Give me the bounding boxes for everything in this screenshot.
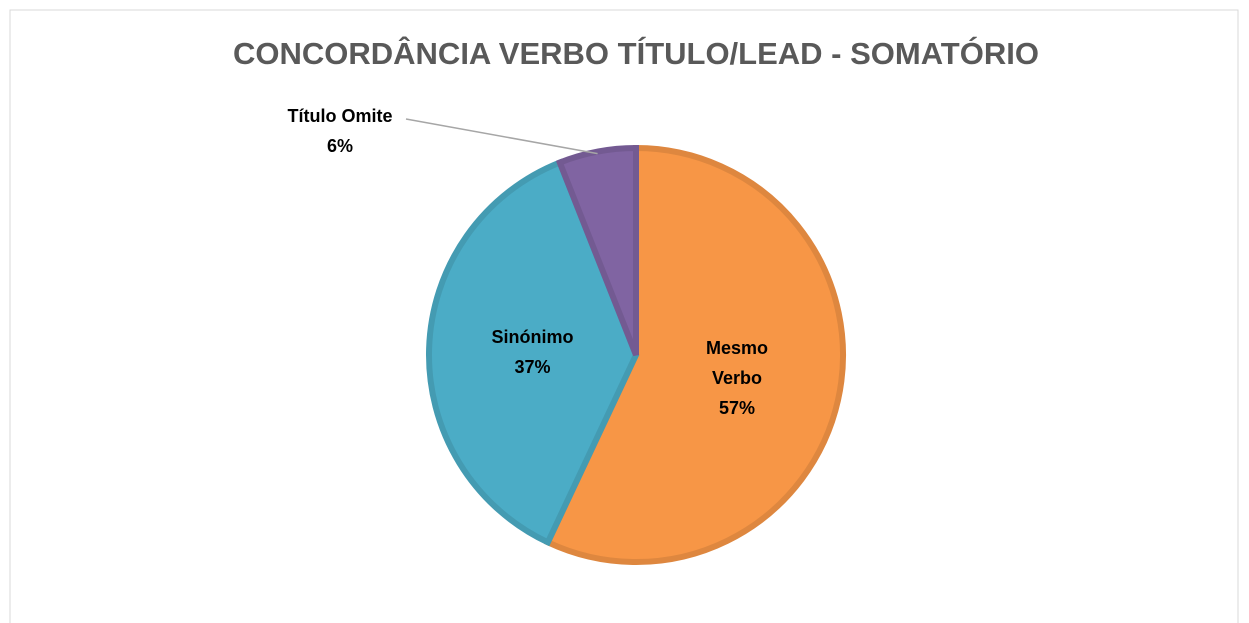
pie-slice: [555, 144, 639, 357]
value-label: 57%: [718, 397, 756, 418]
category-label: Mesmo Verbo: [705, 337, 768, 388]
category-label: Título Omite: [287, 106, 393, 126]
pie-slice: [426, 158, 640, 547]
data-label: Sinónimo 37%: [492, 322, 574, 382]
data-label: Título Omite 6%: [288, 101, 393, 161]
category-label: Sinónimo: [491, 326, 574, 347]
value-label: 6%: [326, 136, 353, 156]
leader-line: [405, 118, 598, 155]
value-label: 37%: [514, 356, 551, 377]
data-label: Mesmo Verbo 57%: [692, 333, 782, 423]
pie-slice: [543, 144, 846, 565]
chart-title: CONCORDÂNCIA VERBO TÍTULO/LEAD - SOMATÓR…: [233, 35, 1039, 71]
